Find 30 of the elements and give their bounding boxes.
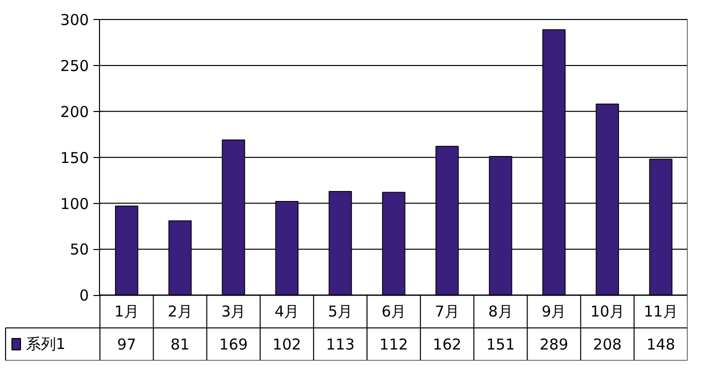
y-tick-label: 100 [60, 194, 89, 213]
x-tick-label: 3月 [221, 302, 246, 320]
data-label: 81 [170, 336, 190, 354]
x-tick-label: 6月 [381, 302, 406, 320]
x-tick-label: 2月 [168, 302, 192, 320]
x-tick-label: 10月 [590, 302, 624, 320]
data-label: 97 [117, 336, 136, 354]
x-tick-label: 11月 [644, 302, 678, 320]
x-tick-label: 5月 [328, 302, 353, 320]
data-label: 208 [593, 336, 622, 354]
x-tick-label: 9月 [542, 302, 566, 320]
data-label: 148 [646, 336, 676, 354]
y-tick-label: 200 [60, 102, 89, 121]
y-tick-label: 300 [60, 11, 89, 30]
x-tick-label: 4月 [274, 302, 300, 320]
y-tick-label: 250 [60, 56, 89, 75]
data-label: 289 [540, 336, 568, 354]
data-label: 162 [432, 336, 462, 354]
data-label: 112 [379, 336, 408, 354]
x-tick-label: 8月 [488, 302, 513, 320]
x-tick-label: 7月 [434, 302, 460, 320]
data-label: 169 [219, 336, 248, 354]
data-label: 151 [486, 336, 515, 354]
y-tick-label: 0 [79, 286, 89, 305]
y-tick-label: 50 [70, 240, 89, 259]
y-tick-label: 150 [60, 148, 89, 167]
data-label: 113 [326, 336, 355, 354]
data-label: 102 [272, 336, 302, 354]
legend-label: 系列1 [26, 335, 66, 354]
x-tick-label: 1月 [114, 302, 139, 320]
